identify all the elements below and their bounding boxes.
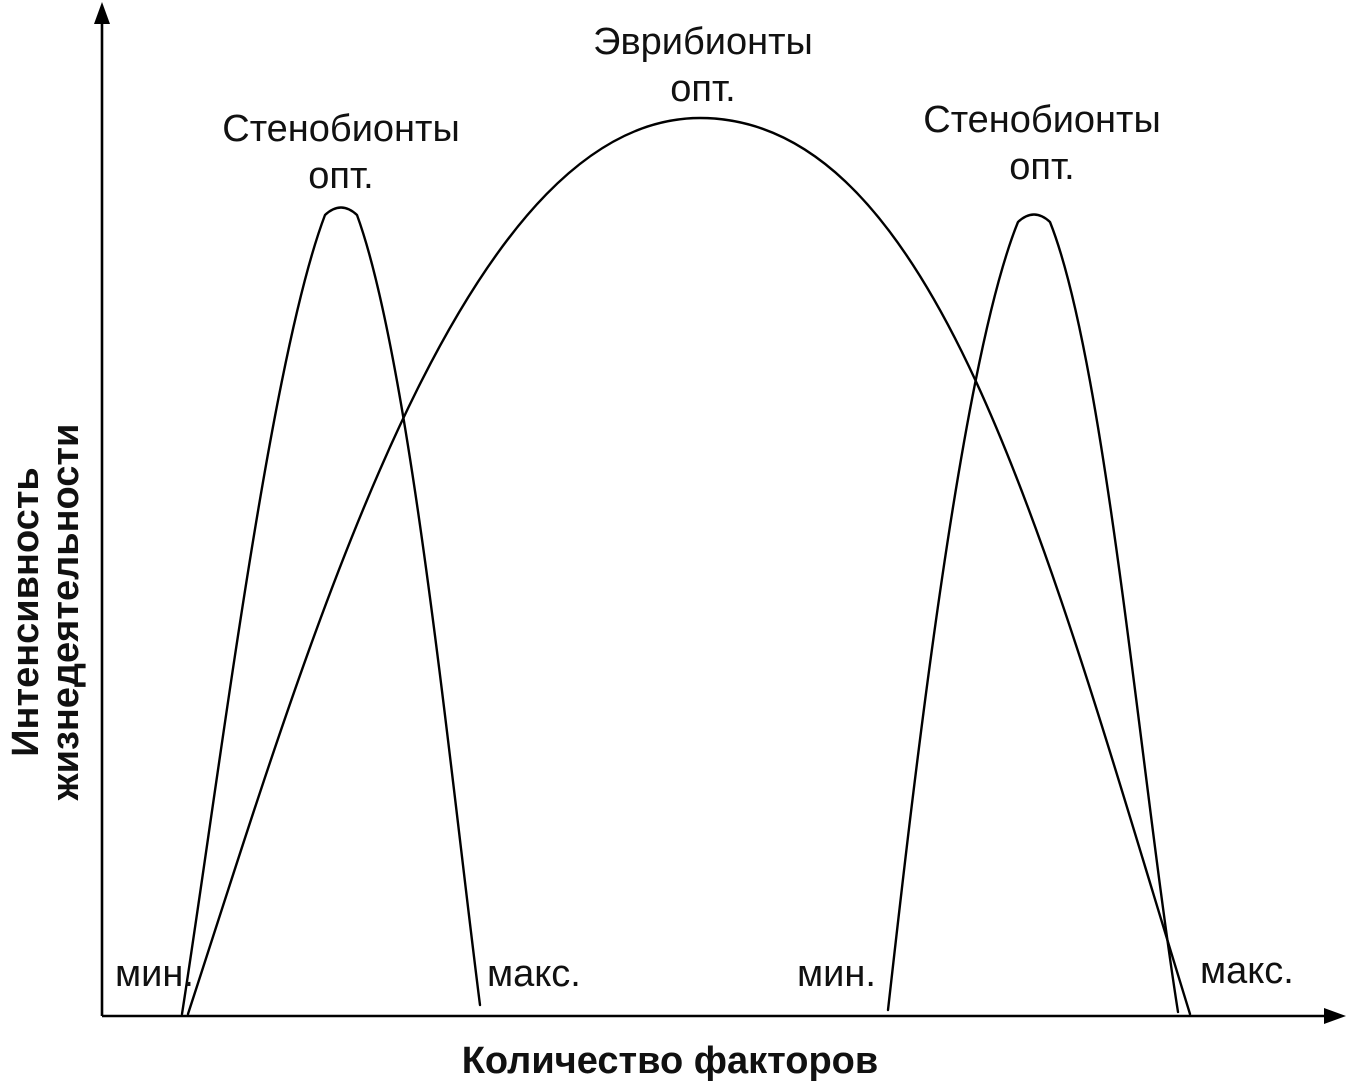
x-axis-title: Количество факторов	[462, 1040, 879, 1082]
stenobiont-left-min-label: мин.	[115, 953, 194, 995]
stenobiont-right-min-label: мин.	[797, 953, 876, 995]
stenobiont-left-max-label: макс.	[487, 953, 581, 995]
y-axis-title-line2: жизнедеятельности	[45, 424, 87, 802]
stenobiont-right-max-label: макс.	[1200, 950, 1294, 992]
y-axis-arrow-icon	[94, 2, 110, 24]
stenobiont-curve-left	[180, 206, 482, 1016]
eurybiont-curve	[186, 116, 1192, 1016]
x-axis-arrow-icon	[1324, 1008, 1346, 1024]
stenobiont-right-opt-label: опт.	[1009, 146, 1074, 188]
stenobiont-curve-right	[886, 213, 1180, 1014]
eurybiont-name: Эврибионты	[593, 21, 813, 63]
eurybiont-opt-label: опт.	[670, 68, 735, 110]
y-axis-title: Интенсивность жизнедеятельности	[5, 424, 87, 802]
y-axis-title-line1: Интенсивность	[5, 467, 47, 757]
stenobiont-left-name: Стенобионты	[222, 108, 460, 150]
stenobiont-right-name: Стенобионты	[923, 99, 1161, 141]
stenobiont-left-opt-label: опт.	[308, 155, 373, 197]
